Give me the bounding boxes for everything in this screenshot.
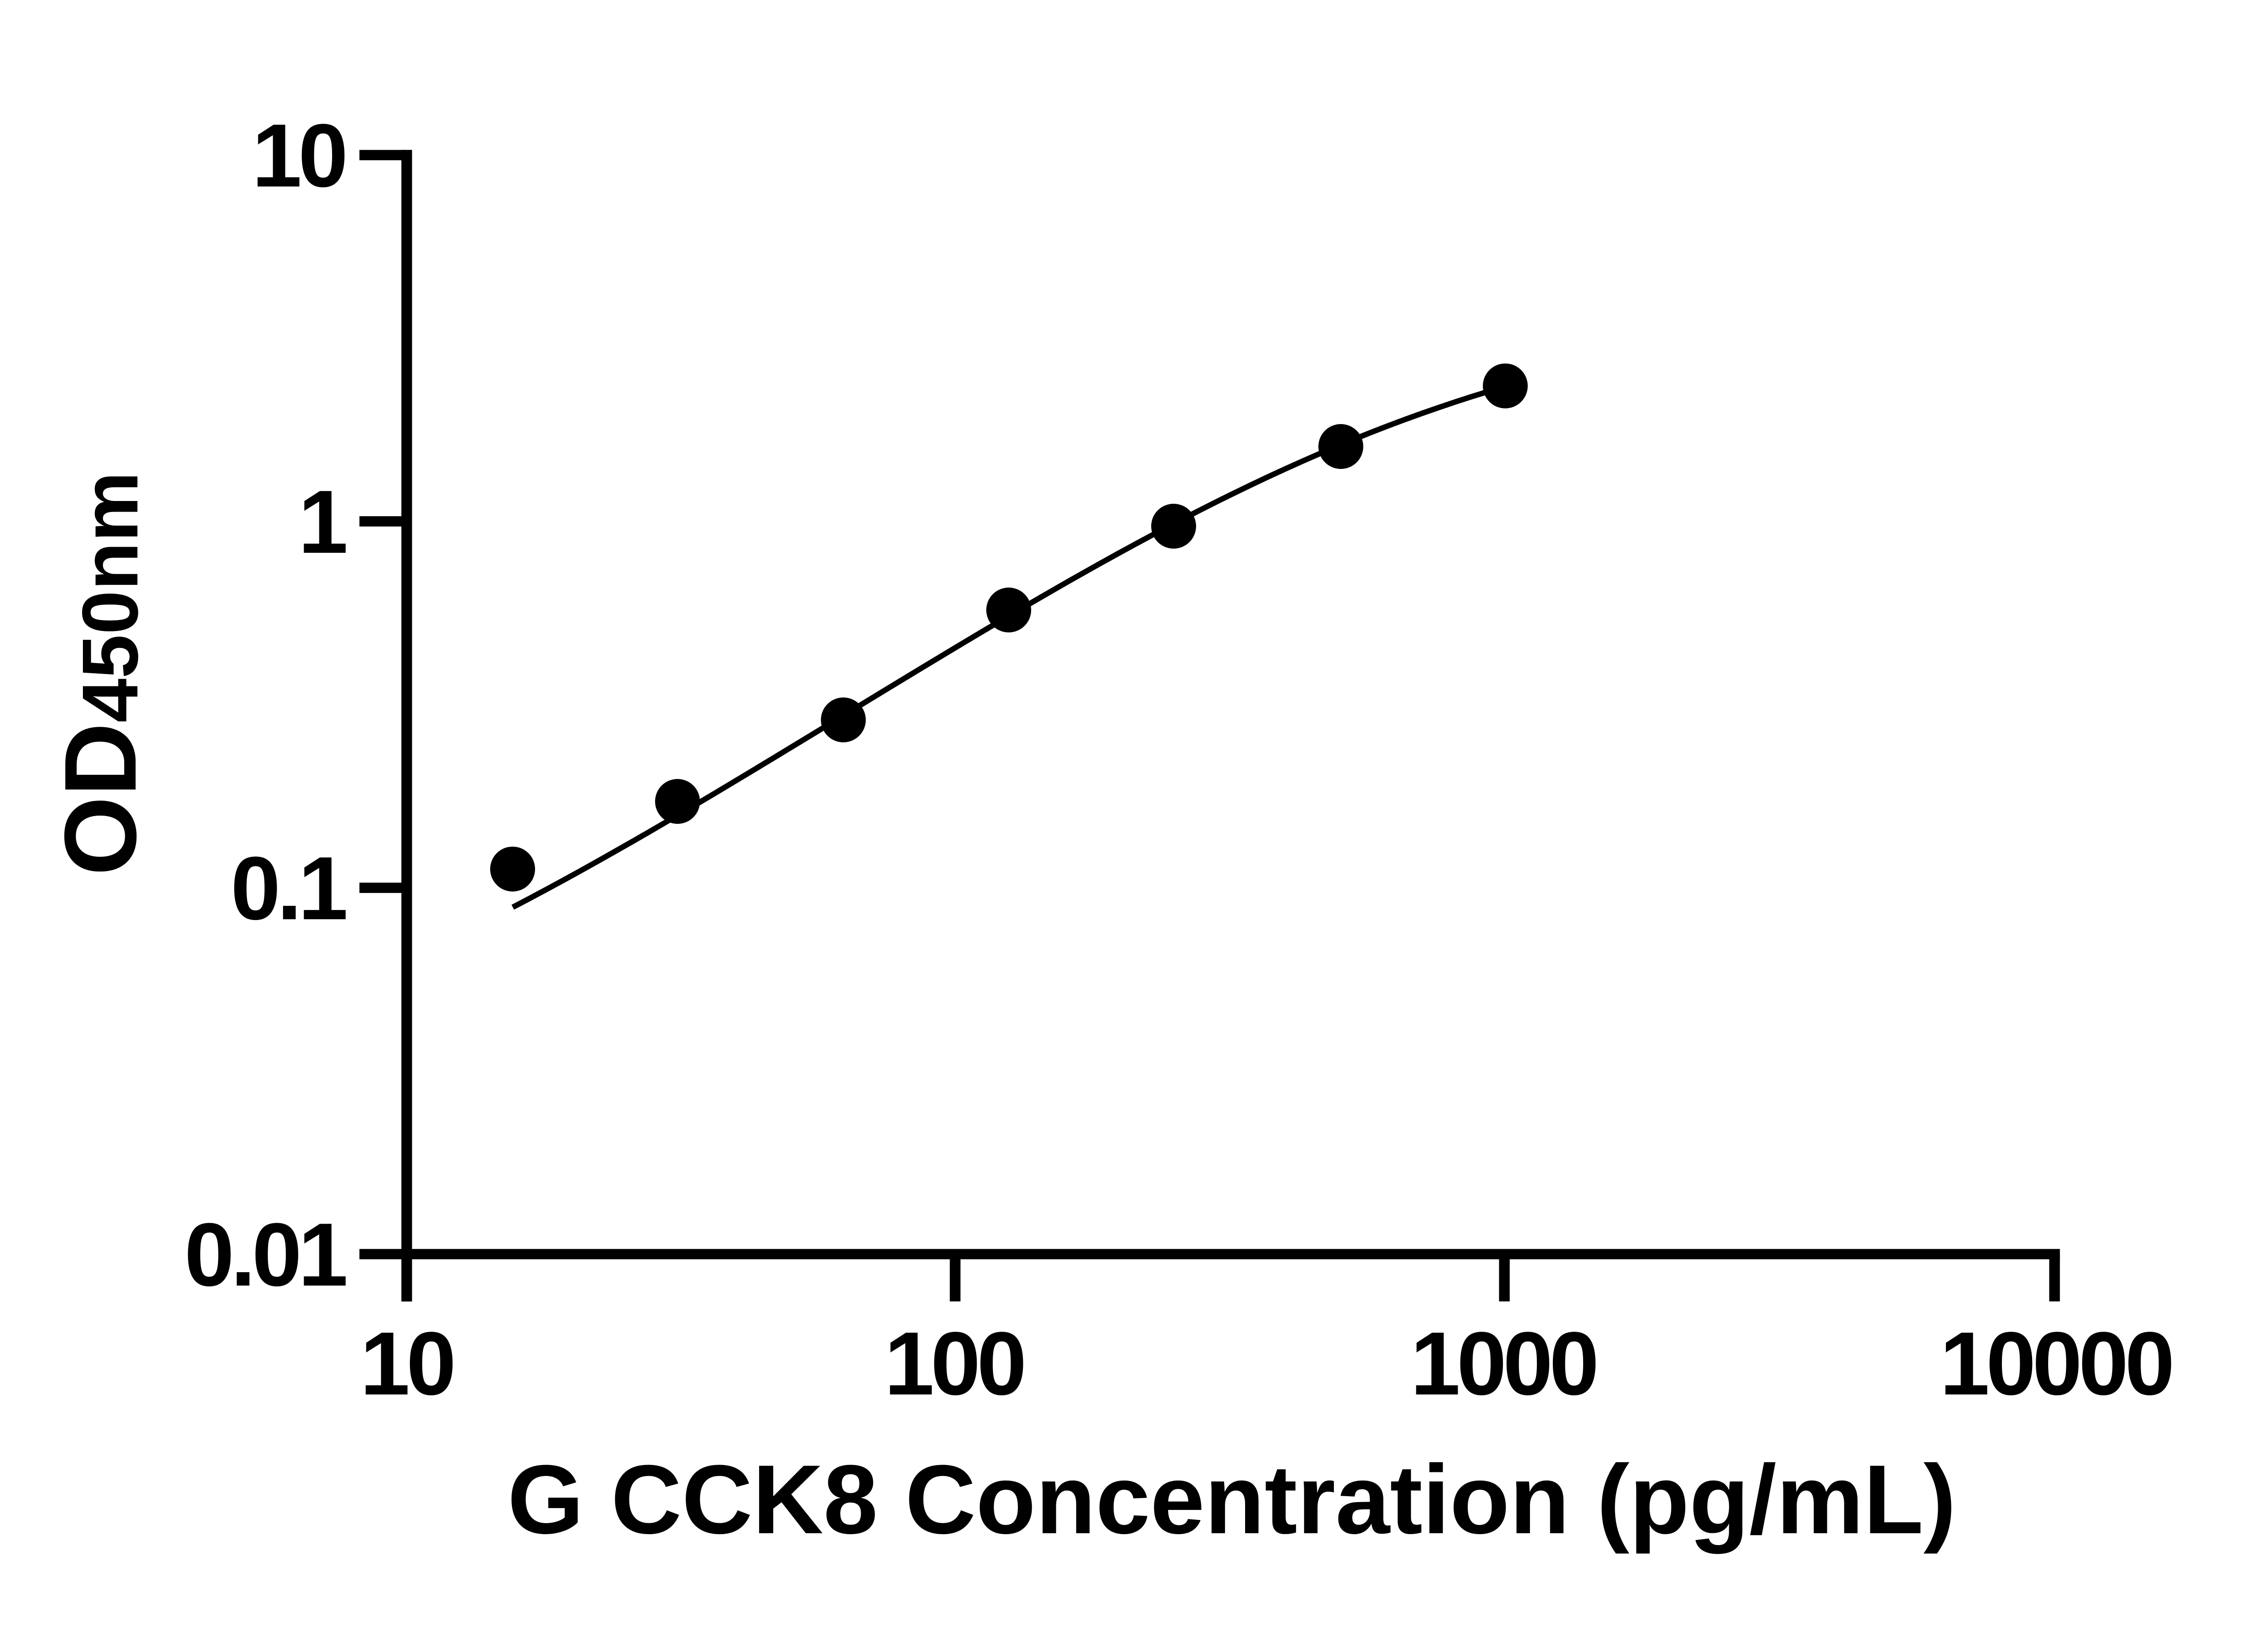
svg-text:G CCK8 Concentration (pg/mL): G CCK8 Concentration (pg/mL) xyxy=(508,1445,1956,1554)
svg-text:OD450nm: OD450nm xyxy=(44,472,158,876)
svg-text:10: 10 xyxy=(252,105,344,206)
svg-text:10000: 10000 xyxy=(1940,1313,2171,1414)
svg-text:10: 10 xyxy=(360,1313,453,1414)
svg-text:100: 100 xyxy=(884,1313,1023,1414)
svg-text:1: 1 xyxy=(298,472,346,572)
svg-text:0.01: 0.01 xyxy=(185,1204,346,1305)
svg-text:0.1: 0.1 xyxy=(231,838,346,938)
svg-text:1000: 1000 xyxy=(1410,1313,1596,1414)
